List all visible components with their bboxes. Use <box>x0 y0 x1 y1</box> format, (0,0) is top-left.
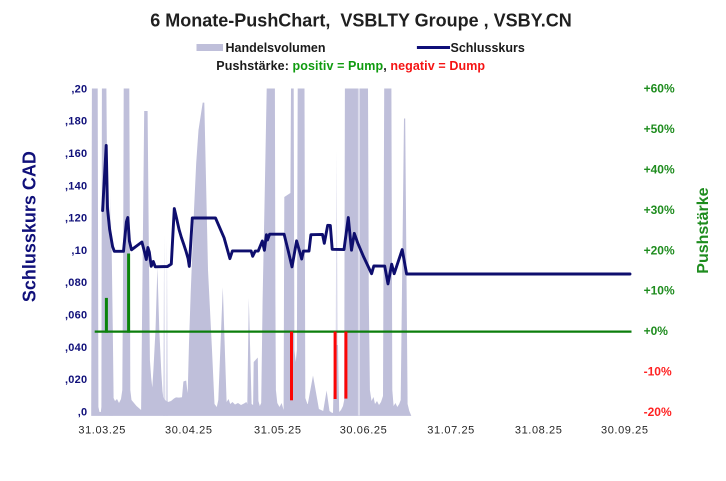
svg-text:31.08.25: 31.08.25 <box>515 425 563 437</box>
svg-text:,0: ,0 <box>78 407 88 419</box>
svg-text:Schlusskurs: Schlusskurs <box>451 41 525 55</box>
svg-text:30.06.25: 30.06.25 <box>340 425 388 437</box>
svg-text:30.04.25: 30.04.25 <box>165 425 213 437</box>
svg-text:,20: ,20 <box>71 83 87 95</box>
svg-text:31.07.25: 31.07.25 <box>427 425 475 437</box>
svg-text:,160: ,160 <box>65 148 87 160</box>
svg-text:Schlusskurs CAD: Schlusskurs CAD <box>20 151 40 302</box>
svg-text:-20%: -20% <box>644 405 672 419</box>
svg-text:,140: ,140 <box>65 180 87 192</box>
svg-text:+50%: +50% <box>644 122 675 136</box>
svg-text:+0%: +0% <box>644 324 669 338</box>
svg-text:30.09.25: 30.09.25 <box>601 425 649 437</box>
svg-text:,040: ,040 <box>65 342 87 354</box>
svg-text:,180: ,180 <box>65 116 87 128</box>
svg-text:31.03.25: 31.03.25 <box>78 425 126 437</box>
svg-text:+30%: +30% <box>644 203 675 217</box>
svg-text:Handelsvolumen: Handelsvolumen <box>226 41 326 55</box>
svg-text:+10%: +10% <box>644 284 675 298</box>
svg-text:+20%: +20% <box>644 243 675 257</box>
svg-text:,020: ,020 <box>65 374 87 386</box>
svg-text:-10%: -10% <box>644 365 672 379</box>
svg-text:,080: ,080 <box>65 277 87 289</box>
svg-text:31.05.25: 31.05.25 <box>254 425 302 437</box>
svg-text:6 Monate-PushChart, VSBLTY Gr: 6 Monate-PushChart, VSBLTY Groupe , VSBY… <box>150 11 571 31</box>
svg-text:+60%: +60% <box>644 82 675 96</box>
svg-text:,120: ,120 <box>65 213 87 225</box>
svg-text:,060: ,060 <box>65 310 87 322</box>
svg-text:Pushstärke: positiv = Pump, ne: Pushstärke: positiv = Pump, negativ = Du… <box>216 59 485 73</box>
svg-text:Pushstärke: Pushstärke <box>695 187 712 273</box>
svg-text:+40%: +40% <box>644 163 675 177</box>
svg-text:,10: ,10 <box>71 245 87 257</box>
